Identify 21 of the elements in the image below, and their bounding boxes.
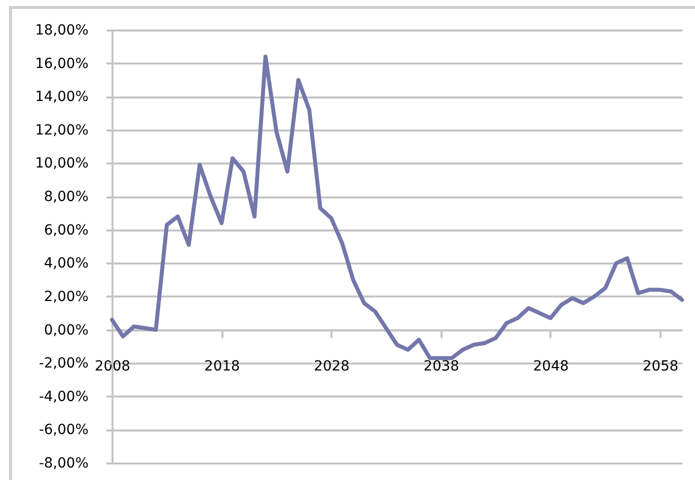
y-tick-label: -8,00% <box>38 456 88 472</box>
y-tick-label: 6,00% <box>44 222 88 238</box>
y-tick-label: 12,00% <box>35 122 88 138</box>
y-tick-label: 14,00% <box>35 89 88 106</box>
y-tick-label: 4,00% <box>44 256 88 272</box>
line-series <box>110 54 684 360</box>
y-tick-label: 16,00% <box>35 56 88 72</box>
y-tick-label: -2,00% <box>38 356 88 372</box>
x-tick-label: 2018 <box>204 358 240 374</box>
y-tick-label: 0,00% <box>44 322 88 338</box>
x-tick-label: 2008 <box>94 358 130 374</box>
y-tick-label: -4,00% <box>38 388 88 405</box>
y-tick-label: -6,00% <box>38 422 88 438</box>
x-tick-label: 2038 <box>424 358 460 374</box>
y-tick-label: 10,00% <box>35 156 88 172</box>
y-tick-label: 18,00% <box>35 22 88 38</box>
x-tick-label: 2048 <box>533 358 569 374</box>
y-tick-label: 8,00% <box>44 189 88 206</box>
y-tick-label: 2,00% <box>44 288 88 305</box>
x-tick-label: 2058 <box>642 358 678 374</box>
x-tick-label: 2028 <box>314 358 350 374</box>
